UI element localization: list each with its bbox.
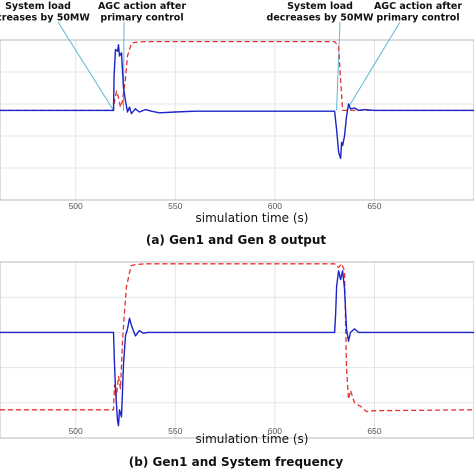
series-group-a [0, 40, 474, 160]
x-axis-label-b: simulation time (s) [196, 432, 309, 446]
grid-a [0, 40, 474, 200]
x-tick-label: 550 [168, 426, 182, 436]
x-tick-label: 500 [69, 201, 83, 211]
plot-area-a [0, 39, 474, 201]
annotation-label: increases by 50MW [0, 13, 90, 24]
annotation-leader-line [336, 21, 341, 111]
annotation-label: System load [287, 1, 353, 12]
x-tick-label: 600 [268, 426, 282, 436]
annotation-label: decreases by 50MW [267, 13, 374, 24]
x-tick-label: 600 [268, 201, 282, 211]
series-line-red-dashed [0, 40, 474, 112]
series-line-red-dashed [0, 263, 474, 413]
caption-a: (a) Gen1 and Gen 8 output [146, 233, 327, 247]
series-line-blue [0, 44, 474, 160]
grid-b [0, 262, 474, 438]
x-tick-label: 500 [69, 426, 83, 436]
x-tick-labels-b: 500 550 600 650 [69, 426, 382, 436]
annotation-label: System load [5, 1, 71, 12]
annotation-leader-line [122, 21, 125, 111]
series-line-blue [0, 270, 474, 427]
series-group-b [0, 263, 474, 427]
x-axis-label-a: simulation time (s) [196, 211, 309, 225]
x-tick-labels-a: 500 550 600 650 [69, 201, 382, 211]
annotation-label: AGC action after [374, 1, 462, 12]
caption-b: (b) Gen1 and System frequency [129, 455, 344, 469]
annotation-label: primary control [100, 13, 183, 24]
annotation-leader-line [346, 21, 401, 111]
annotation-label: AGC action after [98, 1, 186, 12]
x-tick-label: 650 [367, 426, 381, 436]
annotation-leaders-a [57, 21, 401, 111]
plot-area-b [0, 261, 474, 439]
annotation-leader-line [57, 21, 114, 111]
panel-b: 500 550 600 650 simulation time (s) (b) Gen… [0, 261, 474, 469]
annotation-label: primary control [376, 13, 459, 24]
x-tick-label: 550 [168, 201, 182, 211]
x-tick-label: 650 [367, 201, 381, 211]
